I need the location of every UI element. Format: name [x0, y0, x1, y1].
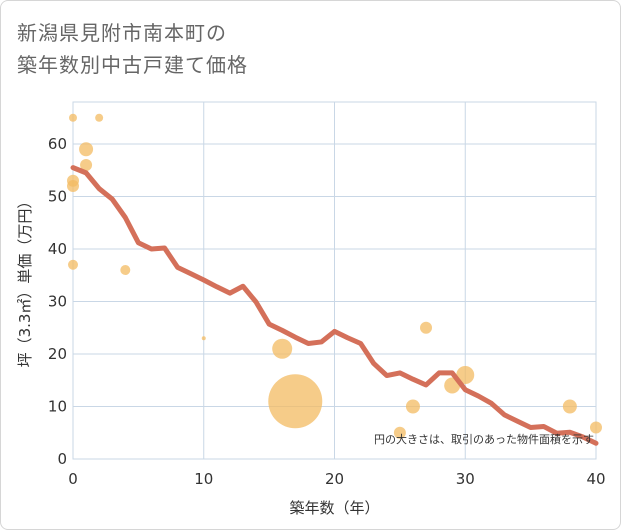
- y-tick-label: 20: [48, 345, 67, 363]
- chart-title: 新潟県見附市南本町の 築年数別中古戸建て価格: [17, 17, 248, 81]
- data-point: [79, 142, 94, 157]
- tick-labels: 0 10 20 30 40 0 10 20 30 40 50 60: [48, 135, 606, 488]
- x-axis-label: 築年数（年）: [289, 499, 379, 517]
- data-point: [95, 113, 104, 122]
- data-point: [590, 421, 602, 434]
- size-note: 円の大きさは、取引のあった物件面積を示す: [374, 432, 594, 446]
- x-tick-label: 0: [68, 470, 78, 488]
- data-point: [405, 399, 420, 414]
- title-line-2: 築年数別中古戸建て価格: [17, 53, 248, 77]
- y-tick-label: 30: [48, 293, 67, 311]
- data-point: [393, 426, 406, 439]
- data-point: [80, 159, 93, 171]
- data-point: [268, 374, 323, 429]
- x-tick-label: 30: [456, 470, 475, 488]
- x-tick-label: 40: [586, 470, 605, 488]
- data-point: [120, 265, 131, 275]
- plot-frame: [72, 101, 597, 460]
- trend-line: [70, 165, 599, 446]
- y-tick-label: 60: [48, 135, 67, 153]
- y-tick-label: 50: [48, 188, 67, 206]
- data-point: [420, 321, 433, 334]
- y-tick-label: 10: [48, 398, 67, 416]
- x-tick-label: 20: [325, 470, 344, 488]
- title-line-1: 新潟県見附市南本町の: [17, 21, 227, 45]
- x-tick-label: 10: [194, 470, 213, 488]
- y-tick-label: 0: [57, 450, 67, 468]
- y-axis-label: 坪（3.3㎡）単価（万円）: [16, 194, 34, 368]
- data-point: [272, 338, 293, 359]
- data-point: [67, 180, 79, 192]
- y-tick-label: 40: [48, 240, 67, 258]
- bubble-layer: [67, 113, 602, 439]
- data-point: [456, 366, 475, 384]
- data-point: [562, 399, 577, 414]
- data-point: [201, 336, 206, 341]
- data-point: [69, 113, 77, 122]
- data-point: [68, 259, 78, 270]
